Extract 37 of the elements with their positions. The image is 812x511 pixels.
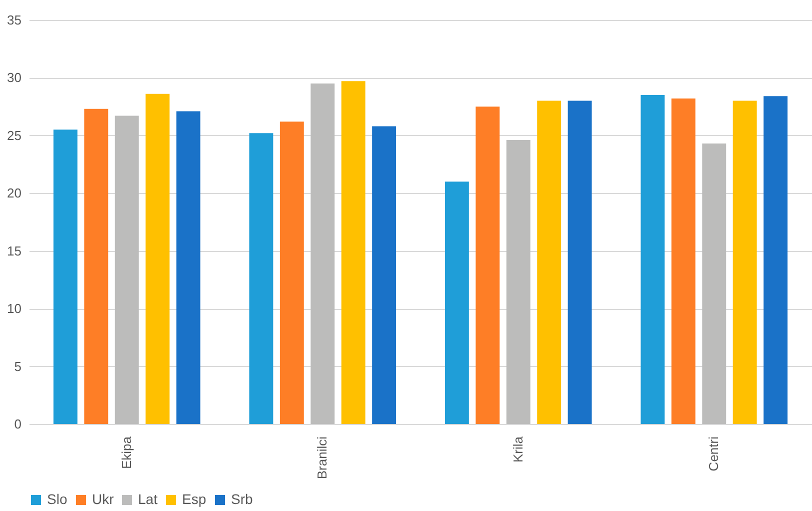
y-tick-label: 35 xyxy=(7,12,22,28)
legend-label: Esp xyxy=(182,491,206,507)
bar xyxy=(280,122,304,424)
legend-label: Srb xyxy=(231,491,253,507)
y-tick-label: 10 xyxy=(7,301,22,316)
y-tick-label: 5 xyxy=(14,358,22,374)
bar xyxy=(444,182,469,424)
bar xyxy=(372,126,396,424)
bar xyxy=(671,98,696,424)
bar xyxy=(249,133,274,424)
bar xyxy=(341,81,366,424)
bar xyxy=(84,108,108,424)
bar xyxy=(53,130,78,424)
bar xyxy=(176,111,200,424)
x-tick-label: Centri xyxy=(706,436,722,472)
bar xyxy=(476,106,500,424)
bar xyxy=(640,95,665,424)
y-tick-label: 15 xyxy=(7,243,22,258)
bar xyxy=(568,100,592,424)
bar xyxy=(114,116,139,424)
bar xyxy=(732,100,757,424)
y-tick-label: 30 xyxy=(7,70,22,86)
bar xyxy=(702,144,726,424)
bar xyxy=(506,140,530,424)
y-tick-label: 20 xyxy=(7,186,22,201)
y-tick-label: 0 xyxy=(14,416,22,432)
x-tick-label: Branilci xyxy=(314,436,330,480)
y-tick-label: 25 xyxy=(7,128,22,143)
x-tick-label: Krila xyxy=(510,436,526,463)
legend-label: Ukr xyxy=(92,491,114,507)
legend-label: Slo xyxy=(47,491,68,507)
bar xyxy=(310,83,335,424)
x-tick-label: Ekipa xyxy=(118,436,134,470)
bar xyxy=(764,96,788,424)
legend-label: Lat xyxy=(138,491,158,507)
bar xyxy=(537,100,562,424)
bar xyxy=(146,94,170,424)
